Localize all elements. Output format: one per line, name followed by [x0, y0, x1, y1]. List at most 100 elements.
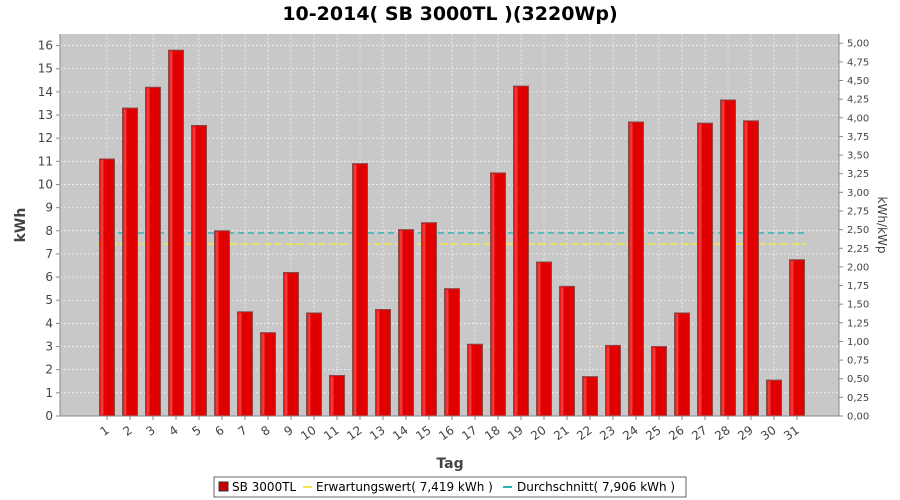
x-tick-label: 14 — [390, 423, 411, 443]
y-tick-label: 14 — [38, 85, 53, 99]
y2-tick-label: 4,00 — [847, 113, 869, 124]
y-tick-label: 12 — [38, 131, 53, 145]
x-tick-label: 21 — [551, 423, 572, 443]
bar-highlight — [192, 126, 196, 415]
bar-highlight — [169, 51, 173, 416]
y2-tick-label: 1,50 — [847, 300, 869, 311]
y-tick-label: 2 — [45, 363, 53, 377]
x-tick-label: 15 — [413, 423, 434, 443]
y-tick-label: 1 — [45, 386, 53, 400]
bar-highlight — [652, 347, 656, 415]
x-tick-label: 4 — [166, 423, 180, 439]
y2-tick-label: 3,25 — [847, 169, 869, 180]
bar-highlight — [123, 109, 127, 416]
y2-tick-label: 2,25 — [847, 244, 869, 255]
y2-tick-label: 2,00 — [847, 262, 869, 273]
x-tick-label: 2 — [120, 423, 134, 439]
x-tick-label: 9 — [281, 423, 295, 439]
x-tick-label: 19 — [505, 423, 526, 443]
x-tick-label: 28 — [712, 423, 733, 443]
x-tick-label: 29 — [735, 423, 756, 443]
y-tick-label: 4 — [45, 316, 53, 330]
bar-highlight — [721, 100, 725, 416]
bar-highlight — [744, 121, 748, 416]
legend-frame — [213, 476, 687, 498]
y2-tick-label: 3,75 — [847, 132, 869, 143]
x-tick-label: 5 — [189, 423, 203, 439]
y2-tick-label: 1,00 — [847, 337, 869, 348]
y2-tick-label: 0,75 — [847, 356, 869, 367]
x-tick-label: 25 — [643, 423, 664, 443]
y-axis-right: 0,00 0,25 0,50 0,75 1,00 1,25 1,50 1,75 2,00 2,25… — [838, 34, 869, 423]
y2-tick-label: 3,00 — [847, 188, 869, 199]
x-tick-label: 23 — [597, 423, 618, 443]
y-tick-label: 5 — [45, 293, 53, 307]
y-tick-label: 6 — [45, 270, 53, 284]
bar-highlight — [445, 289, 449, 415]
legend: SB 3000TL Erwartungswert( 7,419 kWh ) Du… — [213, 476, 687, 498]
x-tick-label: 16 — [436, 423, 457, 443]
legend-label-durchschnitt: Durchschnitt( 7,906 kWh ) — [517, 480, 675, 494]
x-tick-label: 11 — [321, 423, 342, 443]
x-tick-label: 3 — [143, 423, 157, 439]
y2-tick-label: 1,75 — [847, 281, 869, 292]
x-tick-label: 1 — [97, 423, 111, 439]
bar-highlight — [675, 313, 679, 415]
bar-series — [99, 49, 805, 417]
y-tick-label: 13 — [38, 108, 53, 122]
y-tick-label: 15 — [38, 62, 53, 76]
y2-tick-label: 0,50 — [847, 374, 869, 385]
y-tick-label: 11 — [38, 154, 53, 168]
bar-highlight — [537, 263, 541, 415]
bar-highlight — [376, 310, 380, 415]
x-tick-label: 10 — [298, 423, 319, 443]
bar-highlight — [606, 346, 610, 415]
x-tick-label: 13 — [367, 423, 388, 443]
x-tick-label: 27 — [689, 423, 710, 443]
bar-highlight — [284, 273, 288, 415]
bar-highlight — [514, 87, 518, 415]
x-tick-label: 20 — [528, 423, 549, 443]
bar-highlight — [238, 312, 242, 415]
bar-highlight — [353, 164, 357, 415]
x-tick-label: 31 — [781, 423, 802, 443]
bar-highlight — [560, 287, 564, 415]
bar-highlight — [100, 160, 104, 415]
y-tick-label: 8 — [45, 224, 53, 238]
x-tick-label: 17 — [459, 423, 480, 443]
legend-label-sb3000tl: SB 3000TL — [232, 480, 297, 494]
y2-tick-label: 4,75 — [847, 57, 869, 68]
x-tick-label: 24 — [620, 423, 641, 443]
y2-tick-label: 5,00 — [847, 39, 869, 50]
x-axis: 1 2 3 4 5 6 7 8 9 10 11 12 13 14 15 16 17 18 19 20 21 22 23 24 2… — [60, 415, 839, 443]
bar-highlight — [629, 122, 633, 415]
bar-highlight — [307, 313, 311, 415]
x-tick-label: 22 — [574, 423, 595, 443]
x-tick-label: 30 — [758, 423, 779, 443]
x-tick-label: 7 — [235, 423, 249, 439]
legend-label-erwartungswert: Erwartungswert( 7,419 kWh ) — [316, 480, 493, 494]
y2-tick-label: 2,75 — [847, 206, 869, 217]
x-tick-label: 26 — [666, 423, 687, 443]
bar-highlight — [583, 377, 587, 415]
bar-highlight — [767, 381, 771, 415]
bar-highlight — [468, 345, 472, 415]
bar-highlight — [215, 231, 219, 415]
x-tick-label: 6 — [212, 423, 226, 439]
bar-highlight — [698, 124, 702, 415]
y-tick-label: 9 — [45, 201, 53, 215]
y2-tick-label: 4,50 — [847, 76, 869, 87]
y-tick-label: 10 — [38, 177, 53, 191]
x-tick-label: 8 — [258, 423, 272, 439]
y-axis-right-label: kWh/kWp — [875, 197, 889, 254]
y-tick-label: 3 — [45, 340, 53, 354]
y2-tick-label: 3,50 — [847, 151, 869, 162]
y-tick-label: 0 — [45, 409, 53, 423]
y2-tick-label: 2,50 — [847, 225, 869, 236]
y2-tick-label: 0,25 — [847, 393, 869, 404]
y-tick-label: 7 — [45, 247, 53, 261]
bar-highlight — [261, 333, 265, 415]
legend-swatch-sb3000tl — [218, 481, 229, 492]
